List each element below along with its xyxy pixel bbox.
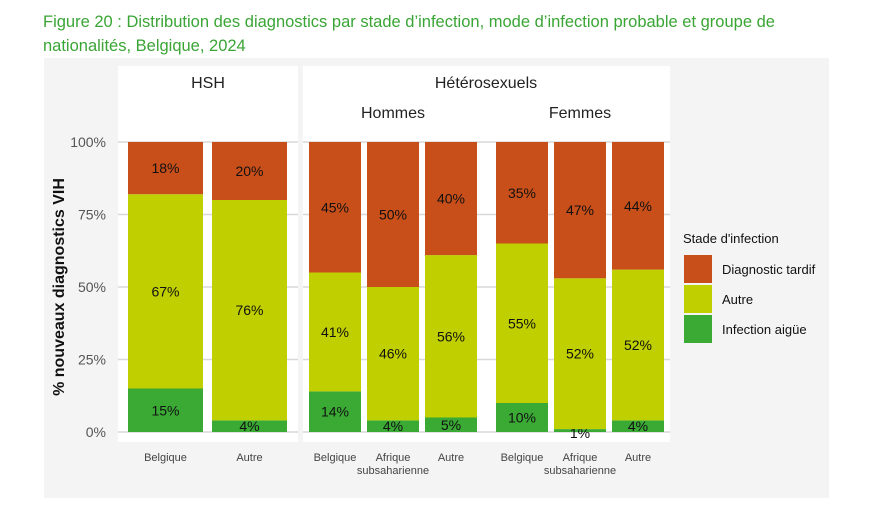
bar-segment <box>128 388 203 432</box>
bar-segment <box>612 142 664 270</box>
subfacet-label: Femmes <box>549 105 611 122</box>
data-label: 4% <box>628 418 648 434</box>
x-tick-label: subsaharienne <box>357 465 429 477</box>
data-label: 5% <box>441 417 461 433</box>
x-tick-label: Belgique <box>144 452 187 464</box>
bar-segment <box>367 287 419 421</box>
data-label: 76% <box>235 302 263 318</box>
bar-segment <box>425 417 477 432</box>
x-tick-label: subsaharienne <box>544 465 616 477</box>
bar-segment <box>554 278 606 430</box>
legend-swatch <box>684 285 712 313</box>
facet-panel <box>303 66 670 442</box>
bar-segment <box>212 200 287 421</box>
x-tick-label: Autre <box>236 452 262 464</box>
y-tick-label: 50% <box>78 279 106 295</box>
data-label: 35% <box>508 185 536 201</box>
data-label: 50% <box>379 207 407 223</box>
legend-label: Diagnostic tardif <box>722 262 816 277</box>
x-tick-label: Belgique <box>501 452 544 464</box>
subfacet-label: Hommes <box>361 105 425 122</box>
bar-segment <box>309 391 361 432</box>
data-label: 4% <box>383 418 403 434</box>
bar-segment <box>309 142 361 273</box>
data-label: 18% <box>151 160 179 176</box>
bar-segment <box>367 142 419 287</box>
data-label: 67% <box>151 283 179 299</box>
data-label: 44% <box>624 198 652 214</box>
bar-segment <box>496 243 548 403</box>
x-tick-label: Autre <box>438 452 464 464</box>
data-label: 52% <box>566 346 594 362</box>
data-label: 15% <box>151 402 179 418</box>
legend-label: Infection aigüe <box>722 322 807 337</box>
legend-title: Stade d'infection <box>683 231 779 246</box>
y-tick-label: 100% <box>70 134 106 150</box>
data-label: 52% <box>624 337 652 353</box>
bar-segment <box>128 142 203 195</box>
bar-segment <box>612 420 664 432</box>
legend-swatch <box>684 255 712 283</box>
data-label: 40% <box>437 191 465 207</box>
x-tick-label: Afrique <box>376 452 411 464</box>
data-label: 47% <box>566 202 594 218</box>
data-label: 20% <box>235 163 263 179</box>
x-tick-label: Belgique <box>314 452 357 464</box>
y-tick-label: 75% <box>78 207 106 223</box>
data-label: 4% <box>239 418 259 434</box>
legend-label: Autre <box>722 292 753 307</box>
bar-segment <box>212 142 287 200</box>
data-label: 55% <box>508 315 536 331</box>
data-label: 10% <box>508 410 536 426</box>
bar-segment <box>425 255 477 418</box>
facet-label: Hétérosexuels <box>435 75 537 92</box>
bar-segment <box>212 420 287 432</box>
bar-segment <box>128 194 203 389</box>
data-label: 41% <box>321 324 349 340</box>
facet-label: HSH <box>191 75 225 92</box>
legend-swatch <box>684 315 712 343</box>
data-label: 45% <box>321 199 349 215</box>
x-tick-label: Afrique <box>563 452 598 464</box>
figure-title: Figure 20 : Distribution des diagnostics… <box>43 13 775 55</box>
data-label: 14% <box>321 404 349 420</box>
bar-segment <box>496 142 548 244</box>
y-tick-label: 25% <box>78 352 106 368</box>
y-axis-label: % nouveaux diagnostics VIH <box>51 178 68 396</box>
bar-segment <box>496 403 548 432</box>
bar-segment <box>612 269 664 421</box>
data-label: 56% <box>437 328 465 344</box>
bar-segment <box>309 272 361 392</box>
bar-segment <box>554 142 606 279</box>
bar-segment <box>554 429 606 432</box>
x-tick-label: Autre <box>625 452 651 464</box>
data-label: 46% <box>379 346 407 362</box>
y-tick-label: 0% <box>86 424 106 440</box>
bar-segment <box>425 142 477 256</box>
bar-segment <box>367 420 419 432</box>
